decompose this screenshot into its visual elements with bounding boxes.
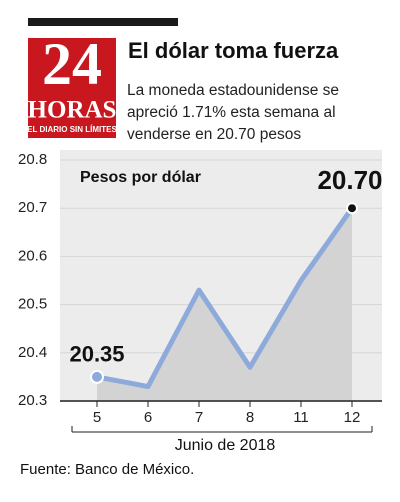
y-tick-label: 20.8: [18, 151, 47, 168]
subtitle-box: La moneda estadounidense se apreció 1.71…: [127, 82, 339, 143]
top-bar: [28, 18, 178, 26]
logo-name: HORAS: [28, 97, 117, 124]
point-marker: [346, 202, 358, 215]
y-axis-label: Pesos por dólar: [80, 169, 201, 186]
area: [97, 208, 352, 401]
logo-tagline: EL DIARIO SIN LÍMITES: [27, 125, 117, 134]
y-tick-label: 20.5: [18, 296, 47, 313]
y-tick-label: 20.4: [18, 344, 47, 361]
point-marker: [90, 369, 104, 384]
data-label: 20.35: [69, 342, 124, 367]
x-tick-label: 6: [144, 409, 152, 426]
chart-title: El dólar toma fuerza: [128, 38, 339, 63]
source: Fuente: Banco de México.: [20, 461, 194, 478]
y-tick-label: 20.3: [18, 392, 47, 409]
chart-subtitle: La moneda estadounidense se apreció 1.71…: [127, 82, 339, 143]
x-tick-label: 5: [93, 409, 101, 426]
y-tick-label: 20.7: [18, 199, 47, 216]
x-tick-label: 11: [293, 409, 309, 426]
x-tick-label: 8: [246, 409, 254, 426]
data-label: 20.70: [317, 165, 382, 195]
y-tick-label: 20.6: [18, 247, 47, 264]
logo-number: 24: [42, 31, 102, 97]
x-tick-label: 7: [195, 409, 203, 426]
line: [96, 206, 355, 390]
x-tick-label: 12: [344, 409, 361, 426]
x-axis-label: Junio de 2018: [175, 437, 276, 454]
logo: [28, 38, 116, 138]
